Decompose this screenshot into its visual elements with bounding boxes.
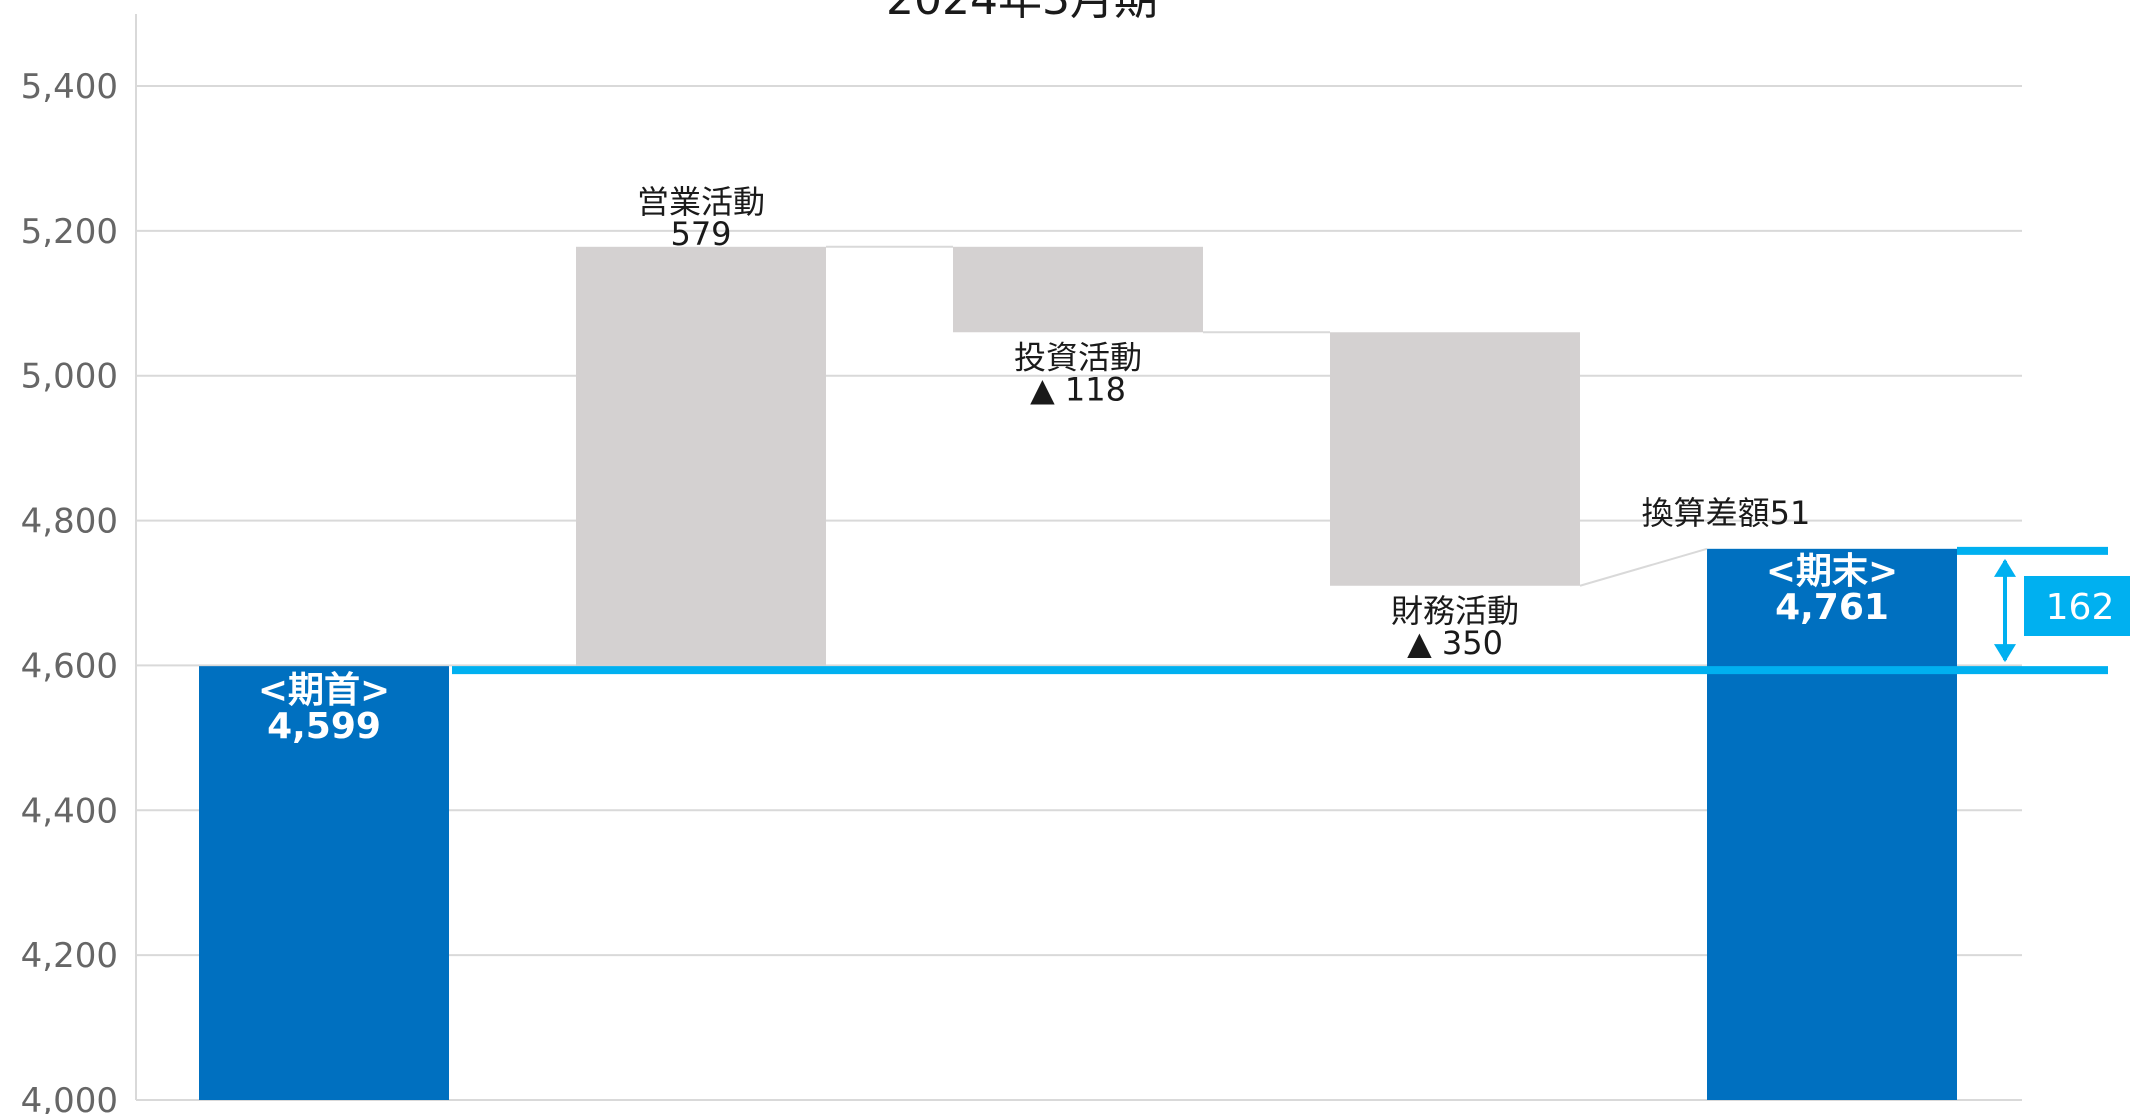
step-label: 財務活動 [1391,592,1519,630]
y-tick-label: 4,200 [21,936,118,976]
translation-diff-label: 換算差額51 [1642,494,1811,532]
step-label: 投資活動 [1014,338,1142,376]
step-value: ▲ 350 [1407,624,1503,662]
total-label: <期首> [258,670,390,711]
step-value: 579 [670,215,731,253]
chart-title: 2024年3月期 [886,0,1158,25]
step-value: ▲ 118 [1030,370,1126,408]
y-axis-ticks: 4,000 4,200 4,400 4,600 4,800 5,000 5,200 5,400 [21,67,118,1114]
y-tick-label: 5,200 [21,212,118,252]
y-tick-label: 4,800 [21,502,118,542]
difference-arrow-head-up [1994,558,2016,577]
bars [199,246,1957,1100]
total-label: <期末> [1766,551,1898,592]
difference-arrow-head-down [1994,644,2016,663]
y-tick-label: 4,400 [21,791,118,831]
total-value: 4,761 [1775,587,1889,628]
total-bar [199,666,449,1100]
y-tick-label: 4,000 [21,1081,118,1114]
connectors [826,245,1708,587]
gridlines [136,85,2022,1101]
delta-bar [1330,332,1580,586]
translation-diff-line [1579,547,1708,587]
step-label: 営業活動 [637,183,765,221]
total-value: 4,599 [267,706,381,747]
difference-marker: 162 [452,546,2130,675]
delta-bar [953,246,1203,333]
y-tick-label: 5,000 [21,357,118,397]
y-tick-label: 4,600 [21,646,118,686]
y-tick-label: 5,400 [21,67,118,107]
delta-bar [576,246,826,667]
difference-value: 162 [2046,587,2115,628]
difference-box [2024,576,2130,636]
total-bar [1707,548,1957,1100]
